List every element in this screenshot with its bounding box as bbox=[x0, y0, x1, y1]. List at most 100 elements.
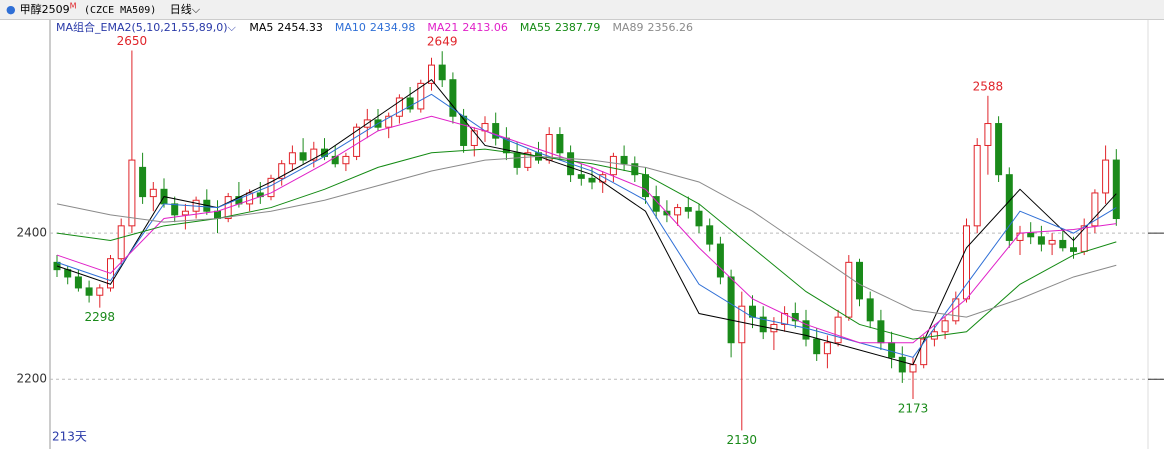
dot: ● bbox=[6, 3, 16, 16]
candle-body bbox=[1102, 159, 1110, 194]
candle-body bbox=[727, 276, 735, 344]
candle-body bbox=[834, 316, 842, 344]
candle-body bbox=[609, 155, 617, 176]
candle-body bbox=[866, 298, 874, 322]
legend-value: 2413.06 bbox=[462, 21, 508, 34]
legend-entry: MA55 2387.79 bbox=[520, 21, 607, 34]
symbol: 甲醇2509 bbox=[19, 3, 70, 16]
legend-entry: MA10 2434.98 bbox=[335, 21, 422, 34]
legend-entry: MA89 2356.26 bbox=[612, 21, 699, 34]
candle-body bbox=[706, 225, 714, 245]
legend-value: 2356.26 bbox=[647, 21, 693, 34]
ma-line bbox=[56, 79, 1117, 366]
period-chevron[interactable]: ⌵ bbox=[191, 3, 201, 16]
candle-body bbox=[1112, 159, 1120, 220]
candle-body bbox=[631, 163, 639, 176]
candle-body bbox=[1005, 174, 1013, 241]
candle-body bbox=[310, 148, 318, 161]
candle-body bbox=[171, 203, 179, 216]
candle-body bbox=[449, 79, 457, 117]
candle-body bbox=[513, 152, 521, 168]
header: ● 甲醇2509M (CZCE MA509) 日线⌵ bbox=[0, 0, 1164, 20]
candle-body bbox=[331, 155, 339, 165]
candle-body bbox=[888, 342, 896, 358]
high-label: 2650 bbox=[117, 34, 148, 48]
symbol-sup: M bbox=[69, 1, 77, 11]
legend-value: 2434.98 bbox=[369, 21, 416, 34]
candle-body bbox=[1059, 239, 1067, 249]
indicator-chevron[interactable]: ⌵ bbox=[227, 21, 236, 34]
candle-body bbox=[128, 159, 136, 227]
legend-entry: MA5 2454.33 bbox=[249, 21, 329, 34]
candle-body bbox=[149, 188, 157, 198]
candle-body bbox=[877, 320, 885, 344]
candle-body bbox=[470, 130, 478, 146]
candle-body bbox=[385, 115, 393, 128]
legend-value: 2454.33 bbox=[277, 21, 323, 34]
legend-name: MA5 bbox=[249, 21, 274, 34]
legend-name: MA10 bbox=[334, 21, 366, 34]
candle-body bbox=[716, 243, 724, 278]
candle-body bbox=[1091, 192, 1099, 227]
candle-body bbox=[85, 287, 93, 296]
high-label: 2588 bbox=[973, 79, 1004, 93]
candle-body bbox=[856, 261, 863, 300]
candle-body bbox=[941, 320, 949, 333]
candle-body bbox=[738, 305, 746, 344]
candle-body bbox=[684, 207, 692, 212]
candle-body bbox=[588, 177, 596, 183]
candle-body bbox=[556, 134, 564, 154]
candle-body bbox=[898, 356, 906, 373]
candle-body bbox=[96, 287, 104, 296]
ma-line bbox=[56, 155, 1117, 318]
candle-body bbox=[695, 210, 703, 227]
candle-body bbox=[438, 64, 446, 81]
indicator[interactable]: MA组合_EMA2(5,10,21,55,89,0) bbox=[56, 21, 228, 34]
candle-body bbox=[460, 115, 468, 146]
candle-body bbox=[117, 225, 125, 260]
ma-line bbox=[56, 115, 1117, 344]
legend: MA组合_EMA2(5,10,21,55,89,0)⌵ MA5 2454.33 MA… bbox=[56, 20, 705, 36]
candle-body bbox=[492, 123, 500, 139]
candle-body bbox=[524, 152, 532, 168]
candle-body bbox=[791, 312, 799, 322]
ma-line bbox=[56, 93, 1117, 358]
legend-name: MA21 bbox=[427, 21, 459, 34]
legend-value: 2387.79 bbox=[554, 21, 601, 34]
candle-body bbox=[342, 155, 350, 165]
candle-body bbox=[139, 166, 147, 198]
candle-body bbox=[288, 152, 296, 165]
ma-line bbox=[56, 148, 1117, 340]
legend-name: MA89 bbox=[612, 21, 644, 34]
candle-body bbox=[984, 123, 992, 146]
candle-body bbox=[406, 97, 414, 110]
candle-body bbox=[181, 210, 189, 216]
candle-body bbox=[620, 155, 628, 165]
candle-body bbox=[1037, 236, 1045, 245]
code: (CZCE MA509) bbox=[84, 5, 157, 16]
period[interactable]: 日线 bbox=[169, 3, 192, 16]
candle-body bbox=[845, 261, 853, 318]
legend-name: MA55 bbox=[519, 21, 551, 34]
days-label: 213天 bbox=[52, 430, 87, 444]
candle-body bbox=[813, 338, 821, 355]
y-tick-label: 2200 bbox=[16, 372, 47, 386]
candle-body bbox=[1016, 232, 1024, 241]
candle-body bbox=[995, 123, 1003, 176]
low-label: 2173 bbox=[898, 401, 929, 415]
y-tick-label: 2400 bbox=[16, 226, 47, 240]
candle-body bbox=[642, 174, 649, 198]
candle-body bbox=[781, 312, 789, 325]
candle-body bbox=[1027, 232, 1035, 238]
candle-body bbox=[674, 207, 682, 216]
candle-body bbox=[299, 152, 307, 161]
legend-entry: MA21 2413.06 bbox=[427, 21, 514, 34]
candle-body bbox=[920, 338, 928, 366]
candle-body bbox=[577, 174, 585, 179]
low-label: 2298 bbox=[85, 310, 116, 324]
high-label: 2649 bbox=[427, 35, 458, 49]
candle-body bbox=[802, 320, 810, 340]
candle-body bbox=[909, 364, 917, 373]
